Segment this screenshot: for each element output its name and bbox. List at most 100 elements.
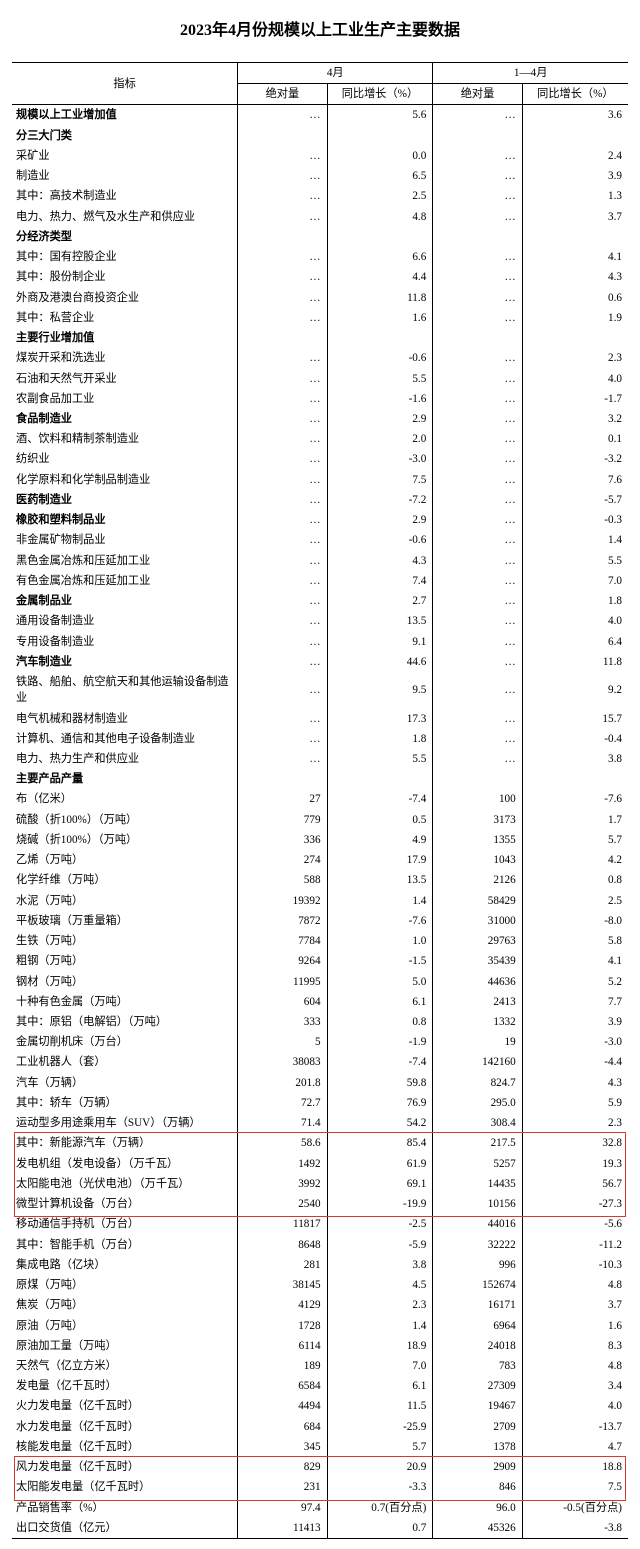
cell-indicator: 计算机、通信和其他电子设备制造业 bbox=[12, 729, 238, 749]
table-row: 分经济类型 bbox=[12, 227, 628, 247]
cell-value: 829 bbox=[238, 1457, 327, 1477]
cell-value: 4.1 bbox=[522, 247, 628, 267]
cell-value: 274 bbox=[238, 850, 327, 870]
cell-value: 4.5 bbox=[327, 1275, 433, 1295]
cell-value: … bbox=[238, 530, 327, 550]
cell-indicator: 太阳能电池（光伏电池）（万千瓦） bbox=[12, 1174, 238, 1194]
cell-value: 6.6 bbox=[327, 247, 433, 267]
cell-value: 6.4 bbox=[522, 632, 628, 652]
cell-value: … bbox=[433, 429, 522, 449]
cell-indicator: 工业机器人（套） bbox=[12, 1052, 238, 1072]
cell-value: 4.0 bbox=[522, 369, 628, 389]
table-wrapper: 指标 4月 1—4月 绝对量 同比增长（%） 绝对量 同比增长（%） 规模以上工… bbox=[12, 62, 628, 1539]
cell-value: … bbox=[433, 510, 522, 530]
th-abs-2: 绝对量 bbox=[433, 84, 522, 105]
cell-value: 7.4 bbox=[327, 571, 433, 591]
cell-value: 16171 bbox=[433, 1295, 522, 1315]
cell-indicator: 食品制造业 bbox=[12, 409, 238, 429]
cell-value: 85.4 bbox=[327, 1133, 433, 1153]
cell-value: 3.6 bbox=[522, 105, 628, 126]
cell-value: … bbox=[433, 308, 522, 328]
table-row: 焦炭（万吨）41292.3161713.7 bbox=[12, 1295, 628, 1315]
cell-value: 59.8 bbox=[327, 1073, 433, 1093]
cell-value: … bbox=[238, 672, 327, 708]
cell-value: 3.7 bbox=[522, 1295, 628, 1315]
table-row: 原煤（万吨）381454.51526744.8 bbox=[12, 1275, 628, 1295]
cell-value: … bbox=[238, 709, 327, 729]
cell-value: 5.5 bbox=[327, 369, 433, 389]
cell-value bbox=[433, 769, 522, 789]
cell-value: 7.7 bbox=[522, 992, 628, 1012]
cell-value: -1.9 bbox=[327, 1032, 433, 1052]
cell-value: 0.7 bbox=[327, 1518, 433, 1539]
table-row: 电气机械和器材制造业…17.3…15.7 bbox=[12, 709, 628, 729]
cell-value: 11.8 bbox=[522, 652, 628, 672]
cell-value: 1.4 bbox=[327, 1316, 433, 1336]
cell-value: 13.5 bbox=[327, 870, 433, 890]
th-yoy-2: 同比增长（%） bbox=[522, 84, 628, 105]
cell-value: 38145 bbox=[238, 1275, 327, 1295]
cell-value: -0.3 bbox=[522, 510, 628, 530]
table-row: 微型计算机设备（万台）2540-19.910156-27.3 bbox=[12, 1194, 628, 1214]
cell-value: 27309 bbox=[433, 1376, 522, 1396]
cell-value: … bbox=[433, 632, 522, 652]
cell-value: 5.9 bbox=[522, 1093, 628, 1113]
table-row: 生铁（万吨）77841.0297635.8 bbox=[12, 931, 628, 951]
cell-value: … bbox=[433, 288, 522, 308]
cell-value bbox=[433, 126, 522, 146]
cell-value: … bbox=[238, 146, 327, 166]
cell-value: -0.5(百分点) bbox=[522, 1498, 628, 1518]
table-row: 其中：高技术制造业…2.5…1.3 bbox=[12, 186, 628, 206]
cell-value: 336 bbox=[238, 830, 327, 850]
table-row: 水泥（万吨）193921.4584292.5 bbox=[12, 891, 628, 911]
cell-value: 4.8 bbox=[522, 1275, 628, 1295]
cell-indicator: 原油加工量（万吨） bbox=[12, 1336, 238, 1356]
table-row: 电力、热力生产和供应业…5.5…3.8 bbox=[12, 749, 628, 769]
cell-value: 19392 bbox=[238, 891, 327, 911]
cell-indicator: 火力发电量（亿千瓦时） bbox=[12, 1396, 238, 1416]
cell-value: 2413 bbox=[433, 992, 522, 1012]
cell-value: … bbox=[433, 369, 522, 389]
cell-value: 18.9 bbox=[327, 1336, 433, 1356]
cell-value: 217.5 bbox=[433, 1133, 522, 1153]
table-row: 汽车制造业…44.6…11.8 bbox=[12, 652, 628, 672]
cell-value: 142160 bbox=[433, 1052, 522, 1072]
cell-value: 0.6 bbox=[522, 288, 628, 308]
table-row: 移动通信手持机（万台）11817-2.544016-5.6 bbox=[12, 1214, 628, 1234]
cell-value: -8.0 bbox=[522, 911, 628, 931]
table-row: 粗钢（万吨）9264-1.5354394.1 bbox=[12, 951, 628, 971]
cell-indicator: 主要产品产量 bbox=[12, 769, 238, 789]
cell-value: 38083 bbox=[238, 1052, 327, 1072]
cell-value: … bbox=[433, 267, 522, 287]
cell-value: … bbox=[433, 105, 522, 126]
cell-value: -10.3 bbox=[522, 1255, 628, 1275]
cell-value: 3.2 bbox=[522, 409, 628, 429]
cell-value: -1.5 bbox=[327, 951, 433, 971]
cell-indicator: 布（亿米） bbox=[12, 789, 238, 809]
cell-indicator: 黑色金属冶炼和压延加工业 bbox=[12, 551, 238, 571]
cell-value: 783 bbox=[433, 1356, 522, 1376]
cell-value: 4.8 bbox=[522, 1356, 628, 1376]
cell-value: 4129 bbox=[238, 1295, 327, 1315]
cell-value: 2.9 bbox=[327, 409, 433, 429]
cell-value bbox=[238, 769, 327, 789]
table-row: 石油和天然气开采业…5.5…4.0 bbox=[12, 369, 628, 389]
cell-indicator: 移动通信手持机（万台） bbox=[12, 1214, 238, 1234]
cell-value: 9.1 bbox=[327, 632, 433, 652]
cell-indicator: 十种有色金属（万吨） bbox=[12, 992, 238, 1012]
table-row: 核能发电量（亿千瓦时）3455.713784.7 bbox=[12, 1437, 628, 1457]
cell-indicator: 汽车（万辆） bbox=[12, 1073, 238, 1093]
cell-value: -27.3 bbox=[522, 1194, 628, 1214]
table-row: 十种有色金属（万吨）6046.124137.7 bbox=[12, 992, 628, 1012]
cell-indicator: 风力发电量（亿千瓦时） bbox=[12, 1457, 238, 1477]
cell-value: 97.4 bbox=[238, 1498, 327, 1518]
cell-value: -7.2 bbox=[327, 490, 433, 510]
cell-value: 189 bbox=[238, 1356, 327, 1376]
cell-value: … bbox=[433, 591, 522, 611]
cell-value bbox=[327, 126, 433, 146]
cell-value: 1.6 bbox=[522, 1316, 628, 1336]
cell-value: 0.1 bbox=[522, 429, 628, 449]
cell-indicator: 酒、饮料和精制茶制造业 bbox=[12, 429, 238, 449]
table-row: 风力发电量（亿千瓦时）82920.9290918.8 bbox=[12, 1457, 628, 1477]
cell-indicator: 核能发电量（亿千瓦时） bbox=[12, 1437, 238, 1457]
